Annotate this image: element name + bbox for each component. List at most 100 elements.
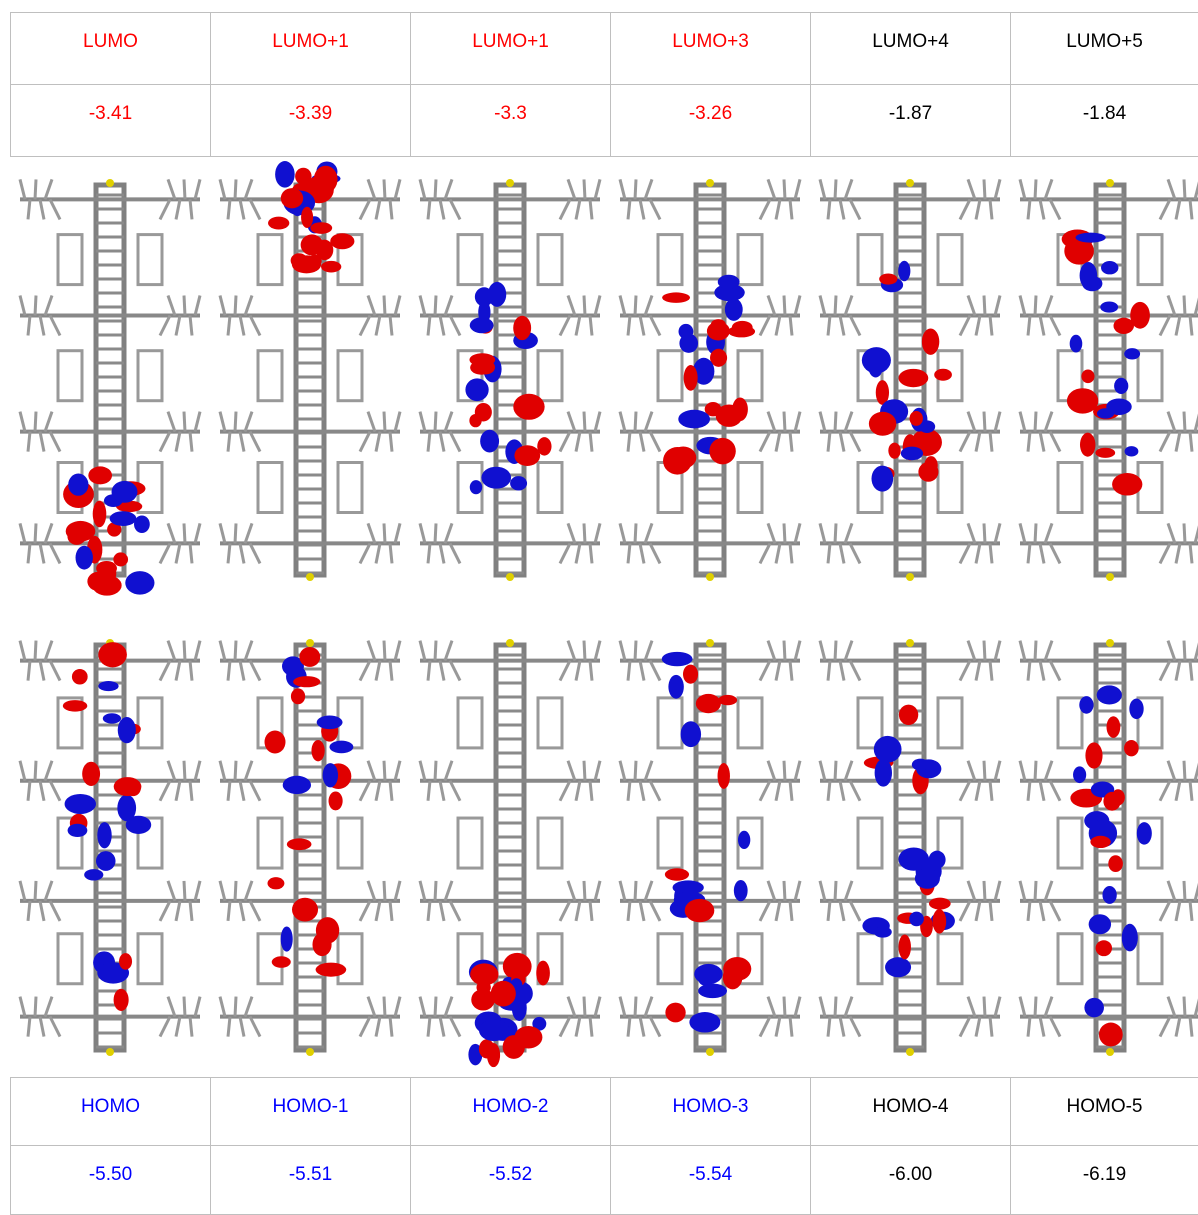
orbital-lobe xyxy=(738,831,750,849)
alkyl-branch xyxy=(160,199,170,219)
alkyl-branch xyxy=(176,432,180,452)
orbital-label: HOMO-5 xyxy=(1010,1077,1198,1145)
orbital-label: HOMO-3 xyxy=(610,1077,810,1145)
phenyl xyxy=(338,818,362,868)
alkyl-branch xyxy=(35,523,36,543)
orbital-lobe xyxy=(684,365,698,391)
orbital-lobe xyxy=(264,730,285,753)
alkyl-branch xyxy=(568,761,575,781)
alkyl-branch xyxy=(976,1017,980,1037)
alkyl-branch xyxy=(1040,901,1044,921)
orbital-label: LUMO+1 xyxy=(210,12,410,84)
alkyl-branch xyxy=(376,199,380,219)
alkyl-branch xyxy=(1020,179,1025,199)
alkyl-branch xyxy=(835,761,836,781)
alkyl-branch xyxy=(776,199,780,219)
alkyl-branch xyxy=(40,1017,44,1037)
value-row: -3.41-3.39-3.3-3.26-1.87-1.84 xyxy=(10,84,1198,157)
alkyl-branch xyxy=(795,523,800,543)
phenyl xyxy=(658,934,682,984)
orbital-lobe xyxy=(88,466,112,484)
alkyl-branch xyxy=(845,761,852,781)
alkyl-branch xyxy=(984,997,985,1017)
orbital-lobe xyxy=(93,501,107,528)
alkyl-branch xyxy=(795,179,800,199)
alkyl-branch xyxy=(645,881,652,901)
alkyl-branch xyxy=(190,901,192,921)
sulfur xyxy=(906,573,914,581)
alkyl-branch xyxy=(1020,296,1025,316)
alkyl-branch xyxy=(235,641,236,661)
orbital-lobe xyxy=(293,676,320,687)
alkyl-branch xyxy=(835,523,836,543)
alkyl-branch xyxy=(960,901,970,921)
alkyl-branch xyxy=(628,781,630,801)
orbital-lobe xyxy=(1106,398,1131,414)
alkyl-branch xyxy=(1168,179,1175,199)
alkyl-branch xyxy=(420,761,425,781)
phenyl xyxy=(258,818,282,868)
orbital-lobe xyxy=(329,741,353,754)
alkyl-branch xyxy=(850,543,860,563)
alkyl-branch xyxy=(760,661,770,681)
sulfur xyxy=(1106,179,1114,187)
alkyl-branch xyxy=(968,881,975,901)
alkyl-branch xyxy=(176,316,180,336)
orbital-lobe xyxy=(98,642,127,667)
alkyl-branch xyxy=(560,432,570,452)
alkyl-branch xyxy=(45,296,52,316)
alkyl-branch xyxy=(960,432,970,452)
alkyl-branch xyxy=(1045,523,1052,543)
alkyl-branch xyxy=(576,661,580,681)
orbital-lobe xyxy=(92,575,121,596)
alkyl-branch xyxy=(990,781,992,801)
alkyl-branch xyxy=(368,641,375,661)
alkyl-branch xyxy=(635,881,636,901)
alkyl-branch xyxy=(235,761,236,781)
phenyl xyxy=(538,698,562,748)
alkyl-branch xyxy=(590,781,592,801)
alkyl-branch xyxy=(1040,1017,1044,1037)
orbital-lobe xyxy=(899,934,911,959)
alkyl-branch xyxy=(790,901,792,921)
alkyl-branch xyxy=(790,1017,792,1037)
alkyl-branch xyxy=(35,641,36,661)
orbital-lobe xyxy=(63,700,87,712)
orbital-lobe xyxy=(514,445,540,466)
alkyl-branch xyxy=(650,199,660,219)
phenyl xyxy=(1058,818,1082,868)
alkyl-branch xyxy=(428,901,430,921)
alkyl-branch xyxy=(440,1017,444,1037)
alkyl-branch xyxy=(835,296,836,316)
alkyl-branch xyxy=(640,781,644,801)
orbital-lobe xyxy=(918,462,938,482)
orbital-lobe xyxy=(470,317,494,333)
alkyl-branch xyxy=(1050,432,1060,452)
alkyl-branch xyxy=(840,1017,844,1037)
alkyl-branch xyxy=(1045,296,1052,316)
orbital-lobe xyxy=(536,961,550,986)
orbital-lobe xyxy=(301,207,313,228)
phenyl xyxy=(738,351,762,401)
alkyl-branch xyxy=(220,523,225,543)
alkyl-branch xyxy=(984,761,985,781)
alkyl-branch xyxy=(50,661,60,681)
energy-value: -5.52 xyxy=(410,1145,610,1215)
orbital-lobe xyxy=(1073,766,1086,783)
alkyl-branch xyxy=(584,641,585,661)
orbital-lobe xyxy=(929,851,946,869)
alkyl-branch xyxy=(790,316,792,336)
alkyl-branch xyxy=(776,661,780,681)
orbital-lobe xyxy=(65,794,96,814)
orbital-lobe xyxy=(281,188,303,208)
alkyl-branch xyxy=(960,781,970,801)
orbital-lobe xyxy=(718,763,730,789)
alkyl-branch xyxy=(820,412,825,432)
orbital-lobe xyxy=(479,1039,495,1058)
alkyl-branch xyxy=(428,199,430,219)
orbital-lobe xyxy=(281,926,293,951)
phenyl xyxy=(258,351,282,401)
alkyl-branch xyxy=(50,901,60,921)
alkyl-branch xyxy=(190,781,192,801)
alkyl-branch xyxy=(376,543,380,563)
